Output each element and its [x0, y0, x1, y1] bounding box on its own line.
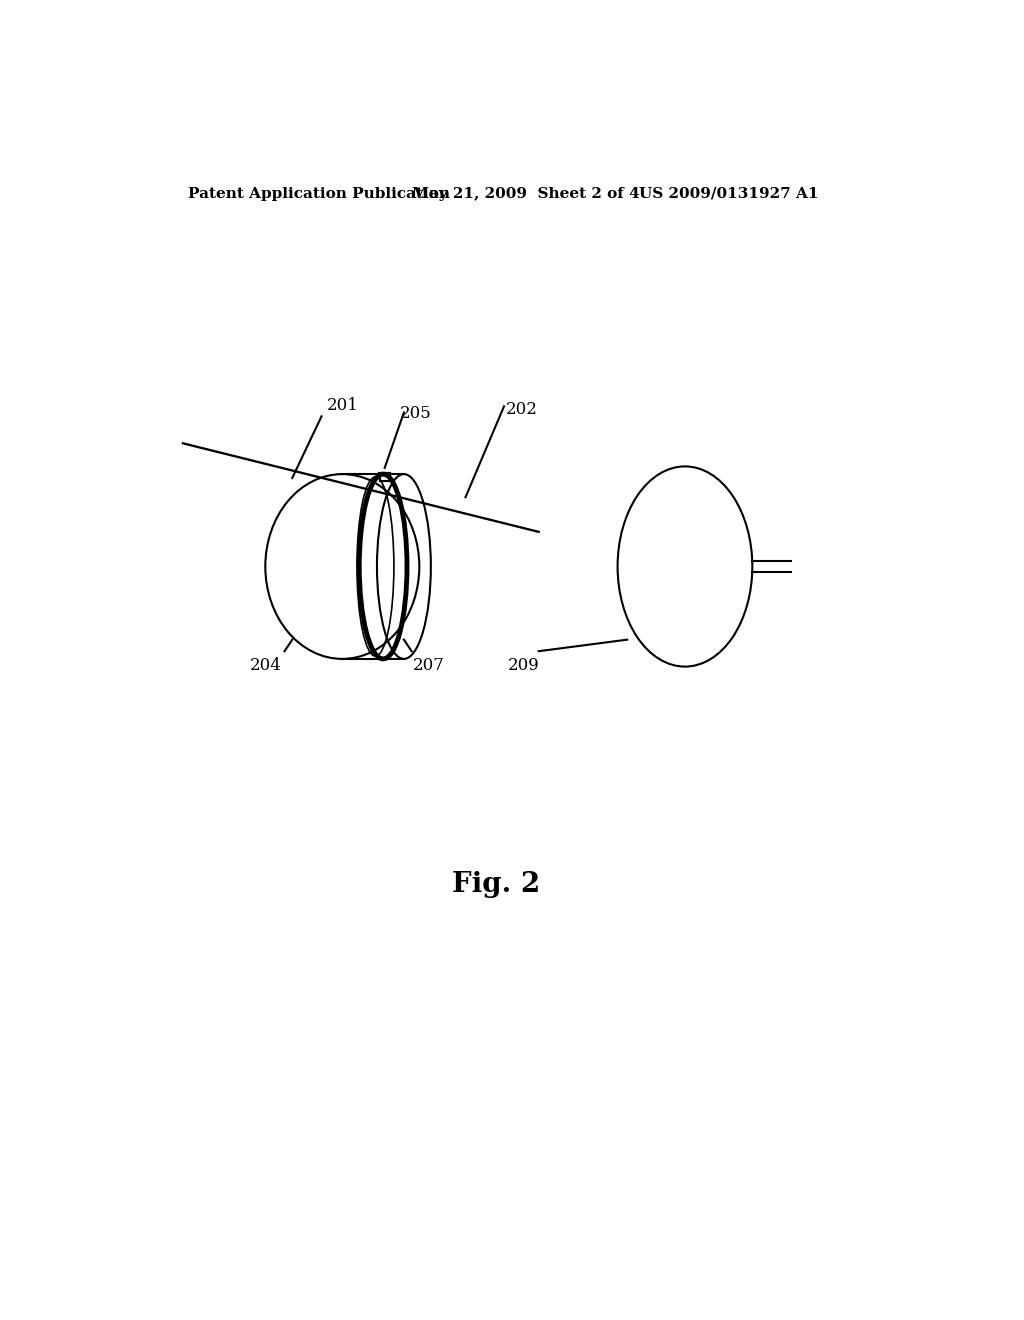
Text: 202: 202 [506, 401, 538, 418]
Text: Fig. 2: Fig. 2 [453, 871, 541, 898]
Text: Patent Application Publication: Patent Application Publication [188, 187, 451, 201]
Text: 204: 204 [250, 657, 282, 675]
Text: May 21, 2009  Sheet 2 of 4: May 21, 2009 Sheet 2 of 4 [412, 187, 639, 201]
Text: 201: 201 [327, 397, 358, 414]
Text: 209: 209 [508, 657, 540, 675]
Text: 207: 207 [413, 657, 444, 675]
Text: US 2009/0131927 A1: US 2009/0131927 A1 [639, 187, 818, 201]
Text: 205: 205 [400, 405, 432, 422]
